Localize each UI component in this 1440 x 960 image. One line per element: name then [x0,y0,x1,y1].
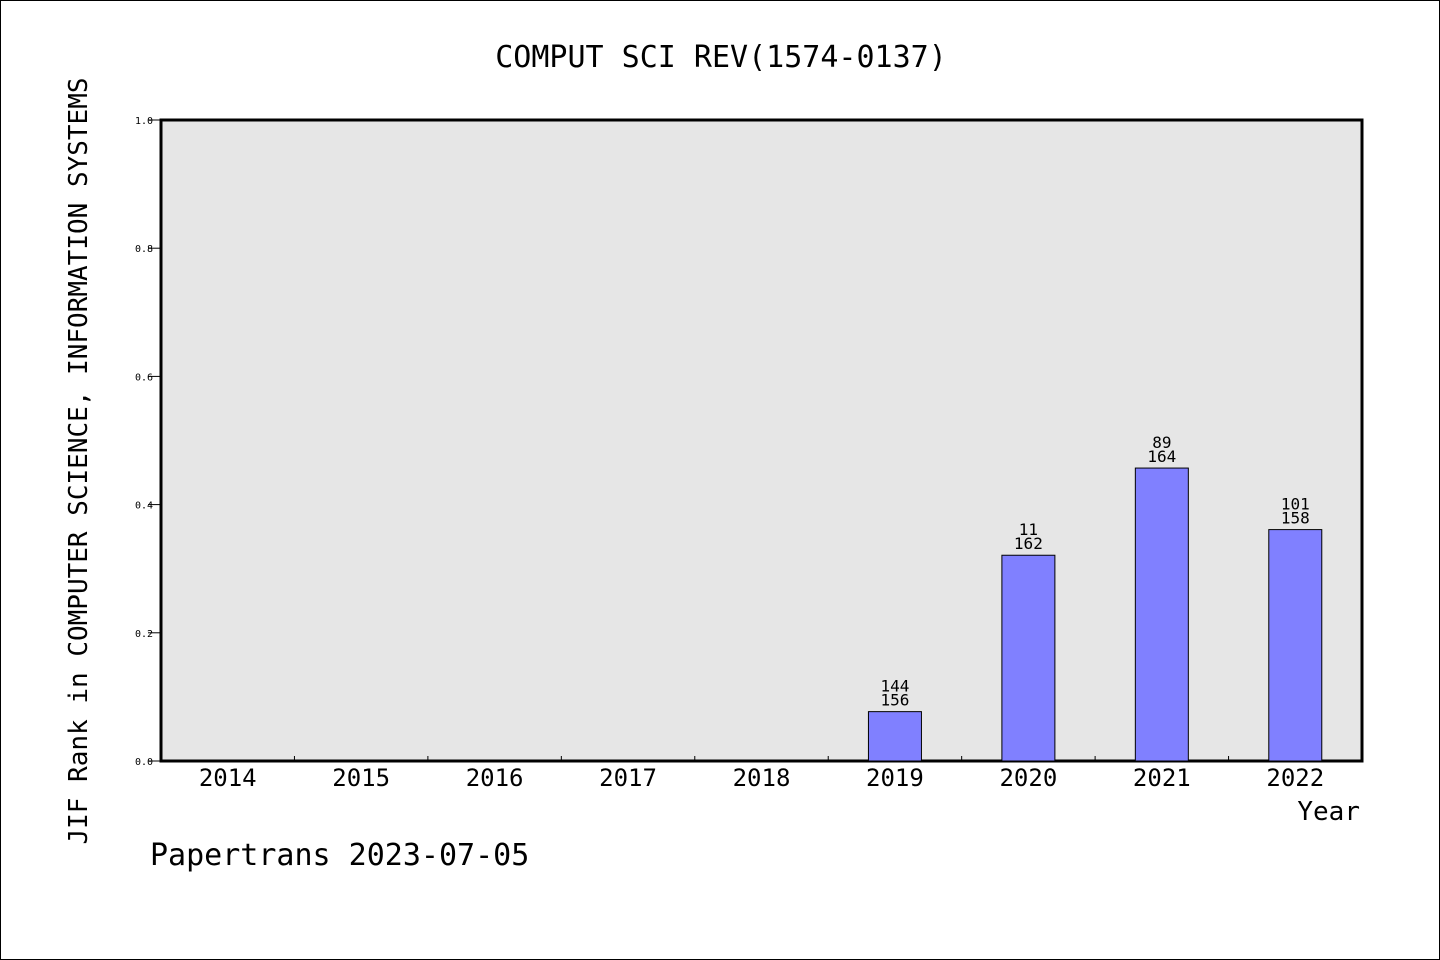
chart-title: COMPUT SCI REV(1574-0137) [495,40,947,75]
bar-label-total: 164 [1147,447,1176,466]
y-tick-label: 0.8 [135,244,153,255]
y-tick-label: 0.0 [135,757,153,768]
bar-label-total: 156 [880,691,909,710]
y-tick-label: 1.0 [135,116,153,127]
bar-label-rank: 144 [880,677,909,696]
x-tick-label: 2017 [599,764,657,792]
x-tick-label: 2021 [1133,764,1191,792]
bar [1268,529,1323,762]
y-axis-label: JIF Rank in COMPUTER SCIENCE, INFORMATIO… [64,77,94,844]
x-tick-label: 2020 [999,764,1057,792]
x-tick-label: 2014 [199,764,257,792]
y-ticks-layer: 0.0 0.2 0.4 0.6 0.8 1.0 [135,116,161,768]
bar [1134,467,1189,762]
x-ticks-layer: 2014 2015 2016 2017 2018 2019 2020 2021 2022 [199,756,1324,792]
footer-text: Papertrans 2023-07-05 [150,838,529,873]
x-tick-label: 2018 [733,764,791,792]
bar-label-rank: 89 [1152,433,1171,452]
y-tick-label: 0.4 [135,501,153,512]
bar [1001,554,1056,762]
bar-label-rank: 11 [1019,520,1038,539]
bar-label-rank: 101 [1281,495,1310,514]
x-tick-label: 2019 [866,764,924,792]
x-tick-label: 2022 [1266,764,1324,792]
y-tick-label: 0.2 [135,629,153,640]
bar [867,711,922,762]
x-tick-label: 2016 [466,764,524,792]
y-tick-label: 0.6 [135,372,153,383]
x-axis-label: Year [1297,797,1360,827]
bar-label-total: 162 [1014,534,1043,553]
bar-label-total: 158 [1281,509,1310,528]
x-tick-label: 2015 [332,764,390,792]
